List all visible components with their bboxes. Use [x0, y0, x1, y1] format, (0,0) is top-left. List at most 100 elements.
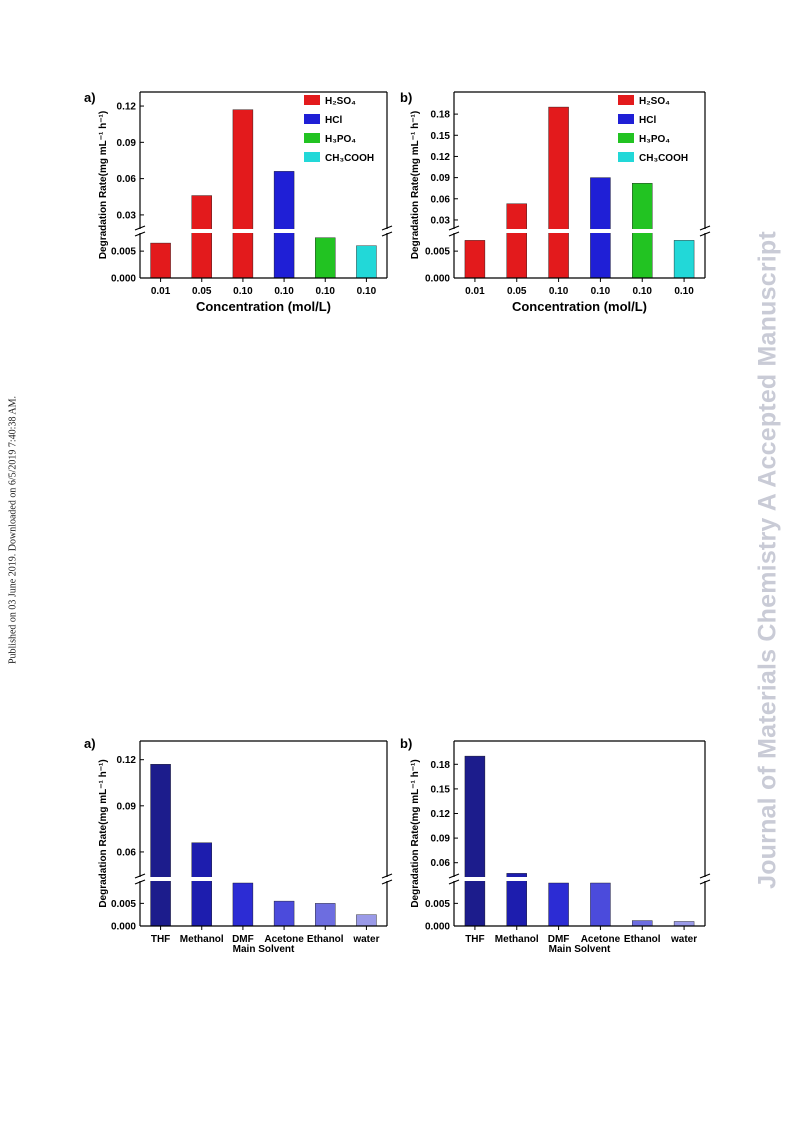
axis-break-mark-right [699, 225, 711, 237]
bar-4 [590, 882, 611, 927]
y-tick-label: 0.09 [431, 173, 451, 184]
chart-panel-4: 0.000 0.005 0.06 0.09 0.12 0.15 0.18 THF Methano… [400, 736, 711, 955]
y-tick-label: 0.005 [111, 899, 136, 910]
x-axis-label: Concentration (mol/L) [512, 299, 647, 314]
y-tick-label: 0.06 [117, 847, 137, 858]
x-tick-label: water [352, 934, 379, 945]
axis-break-mark-left [448, 873, 460, 885]
x-tick-label: Ethanol [307, 934, 344, 945]
x-tick-label: 0.10 [591, 286, 611, 297]
y-tick-label: 0.09 [117, 138, 137, 149]
bar-5 [315, 237, 336, 279]
x-tick-label: 0.10 [633, 286, 653, 297]
bar-5 [315, 903, 336, 927]
legend-label: H₂SO₄ [325, 96, 356, 107]
bar-2 [191, 842, 212, 927]
axis-break-mark-left [134, 873, 146, 885]
y-tick-label: 0.12 [117, 755, 137, 766]
bar-1 [464, 755, 486, 927]
axis-break-mark-left [448, 225, 460, 237]
legend-label: CH₃COOH [639, 153, 688, 164]
y-tick-label: 0.15 [431, 131, 451, 142]
x-tick-label: Acetone [581, 934, 621, 945]
bar-1 [150, 764, 171, 927]
chart-panel-2: 0.000 0.005 0.03 0.06 0.09 0.12 0.15 0.18 0.01 0.… [400, 90, 711, 314]
x-tick-label: DMF [548, 934, 570, 945]
bar-5 [632, 920, 653, 927]
x-tick-label: Acetone [264, 934, 304, 945]
x-tick-label: water [670, 934, 697, 945]
bar-6 [673, 240, 695, 279]
x-tick-label: THF [465, 934, 484, 945]
y-tick-label: 0.06 [431, 858, 451, 869]
legend-swatch [618, 152, 634, 162]
legend-swatch [304, 114, 320, 124]
legend-label: H₃PO₄ [325, 134, 356, 145]
x-tick-label: Ethanol [624, 934, 661, 945]
y-axis-label: Degradation Rate(mg mL⁻¹ h⁻¹) [98, 111, 109, 259]
legend-swatch [618, 133, 634, 143]
y-tick-label: 0.12 [117, 102, 137, 113]
y-tick-label: 0.06 [431, 194, 451, 205]
chart-panel-3: 0.000 0.005 0.06 0.09 0.12 THF Methanol DMF Acet… [84, 736, 393, 955]
chart-panel-1: 0.000 0.005 0.03 0.06 0.09 0.12 0.01 0.05 0.10 0.… [84, 90, 393, 314]
legend-label: H₂SO₄ [639, 96, 670, 107]
y-tick-label: 0.06 [117, 174, 137, 185]
axis-break-mark-right [381, 873, 393, 885]
legend-label: HCl [639, 115, 656, 126]
bar-6 [673, 921, 695, 927]
y-tick-label: 0.005 [111, 247, 136, 258]
axis-break-band [134, 229, 393, 233]
y-axis-label: Degradation Rate(mg mL⁻¹ h⁻¹) [98, 759, 109, 907]
legend-swatch [304, 152, 320, 162]
x-tick-label: Methanol [180, 934, 224, 945]
y-tick-label: 0.18 [431, 760, 451, 771]
x-tick-label: THF [151, 934, 170, 945]
axis-break-band [448, 229, 711, 233]
y-tick-label: 0.000 [111, 274, 136, 285]
y-tick-label: 0.12 [431, 809, 451, 820]
x-tick-label: 0.05 [507, 286, 527, 297]
bar-1 [150, 242, 171, 279]
bar-4 [590, 177, 611, 279]
y-axis-label: Degradation Rate(mg mL⁻¹ h⁻¹) [410, 759, 421, 907]
axis-break-mark-right [381, 225, 393, 237]
y-tick-label: 0.12 [431, 152, 451, 163]
x-tick-label: 0.10 [274, 286, 294, 297]
panel-label: b) [400, 90, 412, 105]
panel-label: a) [84, 90, 96, 105]
y-tick-label: 0.18 [431, 110, 451, 121]
legend-label: H₃PO₄ [639, 134, 670, 145]
x-tick-label: 0.10 [316, 286, 336, 297]
bar-3 [232, 882, 254, 927]
y-tick-label: 0.000 [111, 922, 136, 933]
x-tick-label: Methanol [495, 934, 539, 945]
x-tick-label: 0.01 [465, 286, 485, 297]
bar-6 [356, 914, 377, 927]
y-tick-label: 0.15 [431, 784, 451, 795]
x-axis-label: Main Solvent [233, 944, 295, 955]
bar-6 [356, 245, 377, 279]
y-tick-label: 0.000 [425, 274, 450, 285]
x-axis-label: Concentration (mol/L) [196, 299, 331, 314]
bar-1 [464, 240, 486, 279]
x-tick-label: 0.05 [192, 286, 212, 297]
y-tick-label: 0.005 [425, 247, 450, 258]
bar-2 [191, 195, 212, 279]
axis-break-band [134, 877, 393, 881]
x-tick-label: DMF [232, 934, 254, 945]
bar-2 [506, 203, 527, 279]
legend-label: CH₃COOH [325, 153, 374, 164]
legend-swatch [304, 95, 320, 105]
x-tick-label: 0.10 [549, 286, 569, 297]
x-tick-label: 0.01 [151, 286, 171, 297]
axis-break-band [448, 877, 711, 881]
y-tick-label: 0.005 [425, 899, 450, 910]
legend-swatch [618, 114, 634, 124]
bar-2 [506, 873, 527, 927]
legend-label: HCl [325, 115, 342, 126]
bar-3 [548, 882, 569, 927]
panel-label: b) [400, 736, 412, 751]
axis-break-mark-left [134, 225, 146, 237]
